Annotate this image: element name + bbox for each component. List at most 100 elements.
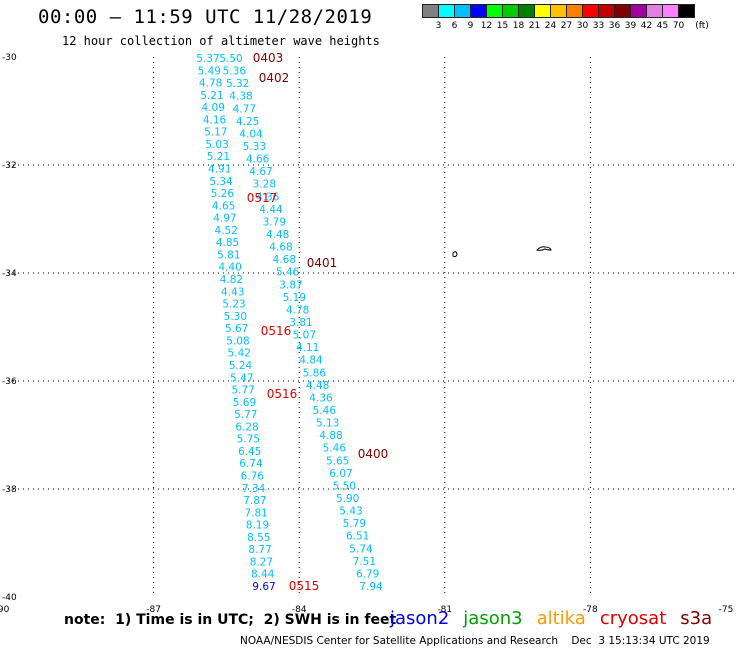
color-scale-labels: 3 6 9 12 15 18 21 24 27 30 33 36 39 42 45 70 (ft): [422, 21, 738, 33]
wave-height-value: 8.27: [250, 556, 273, 568]
wave-height-value: 5.19: [283, 292, 306, 304]
lat-tick-label: -32: [2, 161, 17, 171]
wave-height-value: 4.09: [202, 102, 225, 114]
wave-height-value: 7.51: [353, 556, 376, 568]
wave-height-value: 6.28: [235, 421, 258, 433]
wave-height-value: 4.97: [213, 213, 236, 225]
wave-height-value: 7.81: [244, 507, 267, 519]
wave-height-value: 4.04: [239, 128, 263, 140]
wave-height-value: 4.65: [212, 200, 235, 212]
legend-tick-label: 12: [480, 21, 493, 31]
wave-height-value: 4.67: [249, 166, 272, 178]
legend-tick-label: 45: [656, 21, 669, 31]
wave-height-value: 8.19: [246, 520, 269, 532]
lon-tick-label: -75: [719, 605, 734, 615]
legend-tick-label: 15: [496, 21, 509, 31]
wave-height-value: 4.78: [286, 304, 309, 316]
wave-height-value: 4.44: [259, 204, 283, 216]
wave-height-value: 5.79: [343, 518, 366, 530]
wave-height-value: 6.45: [238, 446, 261, 458]
wave-height-value: 5.65: [326, 455, 349, 467]
wave-height-value: 4.77: [233, 103, 256, 115]
wave-height-value: 4.16: [203, 114, 227, 126]
wave-height-value: 5.33: [243, 141, 266, 153]
legend-tick-label: 9: [467, 21, 474, 31]
lon-tick-label: -81: [437, 605, 452, 615]
note-text: note: 1) Time is in UTC; 2) SWH is in fe…: [64, 612, 397, 628]
satellite-jason2: jason2: [390, 608, 450, 629]
wave-height-value: 5.26: [211, 188, 235, 200]
lat-tick-label: -36: [2, 377, 17, 387]
map-subtitle: 12 hour collection of altimeter wave hei…: [62, 34, 380, 48]
legend-tick-label: 70: [672, 21, 685, 31]
wave-height-value: 4.36: [309, 392, 333, 404]
lat-tick-label: -40: [2, 593, 17, 603]
wave-height-value: 6.79: [356, 568, 379, 580]
wave-height-value: 4.36: [256, 191, 280, 203]
pass-time-tag: 0516: [261, 324, 292, 338]
wave-height-value: 3.81: [289, 317, 312, 329]
wave-height-value: 4.52: [215, 225, 238, 237]
lon-tick-label: -84: [292, 605, 307, 615]
wave-height-value: 5.21: [207, 151, 230, 163]
wave-height-value: 7.94: [359, 581, 383, 593]
legend-tick-label: 27: [560, 21, 573, 31]
wave-height-value: 5.42: [228, 348, 251, 360]
pass-time-tag: 0402: [259, 71, 290, 85]
wave-height-value: 6.74: [239, 458, 263, 470]
lon-tick-label: -90: [0, 605, 10, 615]
wave-height-value: 8.44: [251, 569, 275, 581]
legend-tick-label: 3: [435, 21, 442, 31]
footer-credit: NOAA/NESDIS Center for Satellite Applica…: [240, 635, 710, 647]
wave-height-value: 4.82: [220, 274, 243, 286]
wave-height-value: 4.40: [218, 262, 241, 274]
wave-height-value: 4.43: [221, 286, 244, 298]
legend-tick-label: 33: [592, 21, 605, 31]
wave-height-value: 4.91: [208, 164, 231, 176]
color-scale-legend: [422, 4, 695, 18]
legend-unit-label: (ft): [695, 21, 709, 31]
wave-height-value: 4.11: [296, 342, 319, 354]
wave-height-value: 5.34: [209, 176, 233, 188]
lat-tick-label: -34: [2, 269, 17, 279]
wave-height-value: 4.25: [236, 116, 259, 128]
legend-swatch: [678, 4, 695, 18]
wave-height-value: 5.13: [316, 418, 339, 430]
wave-height-value: 5.50: [333, 480, 356, 492]
wave-height-value: 4.84: [299, 355, 323, 367]
wave-height-value: 5.75: [237, 434, 260, 446]
lat-tick-label: -38: [2, 485, 17, 495]
wave-height-value: 5.08: [226, 335, 249, 347]
island-outline: [536, 246, 552, 251]
wave-height-value: 8.77: [248, 544, 271, 556]
wave-height-value: 4.48: [306, 380, 329, 392]
wave-height-value: 4.66: [246, 154, 270, 166]
pass-time-tag: 0515: [289, 579, 320, 593]
wave-height-value: 7.87: [243, 495, 266, 507]
satellite-altika: altika: [536, 608, 586, 629]
wave-height-value: 5.21: [200, 90, 223, 102]
wave-height-value: 5.46: [313, 405, 337, 417]
wave-height-value: 8.55: [247, 532, 270, 544]
wave-height-value: 5.30: [224, 311, 247, 323]
wave-height-value: 3.87: [279, 279, 302, 291]
satellite-legend: jason2 jason3 altika cryosat s3a: [390, 608, 726, 629]
wave-height-value: 7.34: [242, 483, 266, 495]
wave-height-value: 5.77: [234, 409, 257, 421]
wave-height-value: 5.74: [349, 543, 373, 555]
pass-time-tag: 0517: [247, 191, 278, 205]
wave-height-value: 5.43: [339, 506, 362, 518]
wave-height-value: 5.69: [233, 397, 256, 409]
wave-height-value: 5.47: [230, 372, 253, 384]
pass-time-tag: 0403: [253, 51, 284, 65]
wave-height-value: 5.36: [223, 66, 247, 78]
wave-height-value: 3.28: [253, 179, 276, 191]
satellite-cryosat: cryosat: [599, 608, 667, 629]
pass-time-tag: 0516: [267, 387, 298, 401]
wave-height-value: 5.90: [336, 493, 359, 505]
wave-height-value: 5.50: [219, 53, 242, 65]
satellite-jason3: jason3: [463, 608, 523, 629]
wave-height-value: 9.67: [252, 581, 275, 593]
island-outline: [452, 251, 458, 258]
wave-height-value: 4.38: [229, 91, 252, 103]
